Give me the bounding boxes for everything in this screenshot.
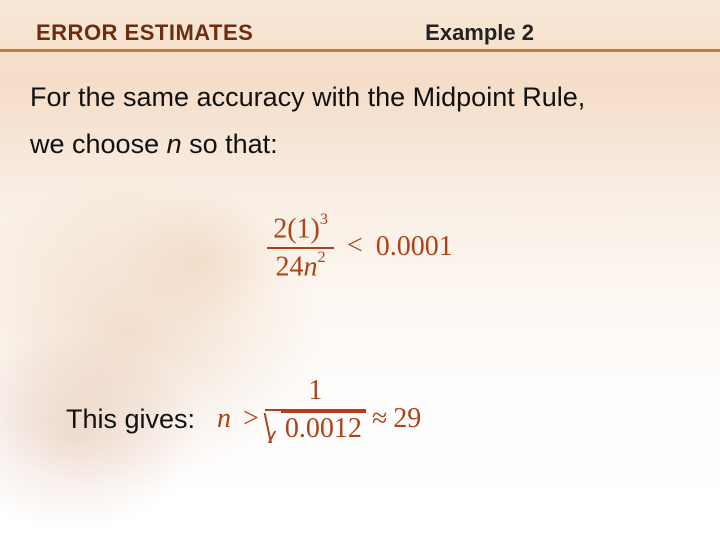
formula-1-wrap: 2(1)3 24n2 < 0.0001 <box>30 213 690 284</box>
formula-1-fraction: 2(1)3 24n2 <box>267 213 334 284</box>
sqrt-icon: 0.0012 <box>265 411 366 447</box>
body-line-2a: we choose <box>30 129 167 159</box>
formula-1: 2(1)3 24n2 < 0.0001 <box>267 213 453 284</box>
formula-2-fraction: 1 0.0012 <box>265 375 366 455</box>
formula-1-numerator: 2(1)3 <box>267 213 334 247</box>
formula-1-den-var: n <box>304 251 318 282</box>
result-label: This gives: <box>66 404 195 435</box>
formula-1-num-exp: 3 <box>320 210 328 228</box>
formula-2-radicand: 0.0012 <box>281 411 366 447</box>
formula-1-denominator: 24n2 <box>267 249 334 283</box>
formula-1-den-exp: 2 <box>318 248 326 266</box>
formula-2-num: 1 <box>265 375 366 409</box>
formula-1-num-base: 2(1) <box>273 213 320 244</box>
formula-2: n > 1 0.0012 ≈ 29 <box>217 379 421 459</box>
formula-2-result: 29 <box>393 403 421 435</box>
body-line-2-var: n <box>167 129 182 159</box>
body-line-1: For the same accuracy with the Midpoint … <box>30 74 690 121</box>
result-row: This gives: n > 1 0.0012 ≈ 29 <box>30 379 690 459</box>
formula-2-approx: ≈ <box>372 403 387 435</box>
radical-sign-icon <box>265 411 281 447</box>
body-line-2b: so that: <box>182 129 278 159</box>
formula-2-gt: > <box>243 403 259 435</box>
formula-1-rhs: 0.0001 <box>376 230 453 261</box>
formula-1-den-coeff: 24 <box>276 251 304 282</box>
slide-content: For the same accuracy with the Midpoint … <box>0 52 720 459</box>
slide-header: ERROR ESTIMATES Example 2 <box>0 0 720 52</box>
formula-2-den: 0.0012 <box>265 411 366 447</box>
header-topic: ERROR ESTIMATES <box>36 20 253 46</box>
formula-1-lt: < <box>341 230 369 261</box>
formula-2-var: n <box>217 403 231 435</box>
header-example-label: Example 2 <box>425 20 684 46</box>
body-line-2: we choose n so that: <box>30 121 690 168</box>
